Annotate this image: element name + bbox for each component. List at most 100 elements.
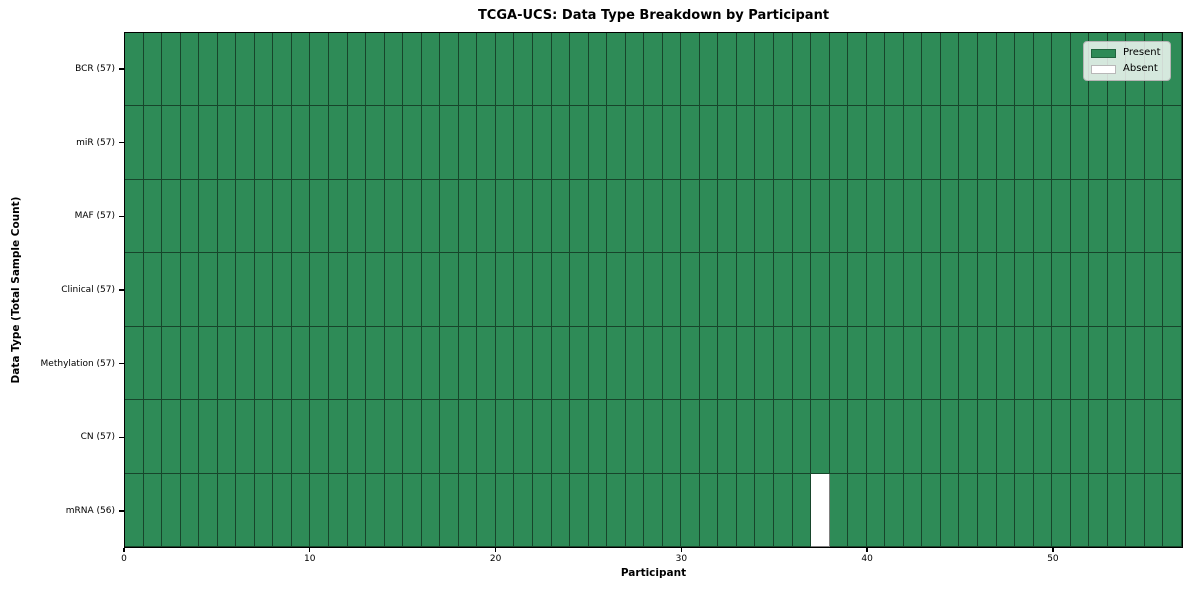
cell-CN-41 [885,400,904,474]
cell-CN-37 [811,400,830,474]
x-tick-label-40: 40 [861,554,873,564]
cell-mRNA-16 [421,473,441,547]
cell-mRNA-53 [1107,473,1127,547]
cell-Methylation-21 [514,326,533,401]
cell-CN-40 [866,400,886,474]
cell-CN-55 [1144,400,1164,474]
cell-Clinical-46 [978,253,997,327]
cell-Clinical-31 [699,253,719,327]
cell-CN-42 [903,400,923,474]
cell-Clinical-27 [625,253,645,327]
cell-Methylation-35 [774,326,793,401]
cell-CN-15 [403,400,422,474]
cell-Methylation-53 [1107,326,1127,401]
cell-BCR-23 [551,33,571,107]
cell-BCR-25 [588,33,608,107]
cell-MAF-44 [940,179,960,254]
present-swatch-icon [1091,48,1116,58]
cell-mRNA-10 [310,473,329,547]
cell-Methylation-7 [254,326,274,401]
cell-CN-14 [384,400,404,474]
cell-Clinical-43 [922,253,941,327]
cell-BCR-47 [996,33,1016,107]
cell-CN-35 [774,400,793,474]
cell-miR-34 [755,106,775,180]
y-tick-label-Clinical: Clinical (57) [61,285,115,295]
cell-CN-30 [681,400,700,474]
cell-MAF-30 [681,179,700,254]
cell-miR-46 [978,106,997,180]
cell-MAF-55 [1144,179,1164,254]
cell-BCR-39 [848,33,867,107]
cell-Methylation-4 [199,326,218,401]
cell-MAF-5 [217,179,237,254]
cell-Clinical-56 [1163,253,1182,327]
y-tick-mark [119,436,124,439]
cell-Clinical-1 [143,253,163,327]
cell-Clinical-40 [866,253,886,327]
cell-Clinical-0 [125,253,144,327]
cell-CN-16 [421,400,441,474]
cell-miR-36 [792,106,812,180]
cell-BCR-27 [625,33,645,107]
cell-CN-10 [310,400,329,474]
cell-miR-22 [532,106,552,180]
cell-miR-35 [774,106,793,180]
cell-miR-16 [421,106,441,180]
cell-mRNA-37 [811,473,830,547]
cell-BCR-35 [774,33,793,107]
cell-Methylation-6 [236,326,255,401]
cell-MAF-37 [811,179,830,254]
cell-miR-0 [125,106,144,180]
cell-MAF-39 [848,179,867,254]
cell-MAF-3 [180,179,200,254]
cell-MAF-47 [996,179,1016,254]
y-tick-label-miR: miR (57) [76,137,115,148]
cell-Methylation-38 [829,326,849,401]
cell-BCR-40 [866,33,886,107]
cell-BCR-2 [162,33,181,107]
cell-miR-15 [403,106,422,180]
cell-Methylation-24 [570,326,589,401]
x-tick-mark [123,548,125,552]
cell-MAF-7 [254,179,274,254]
x-tick-mark [680,548,683,552]
cell-Methylation-20 [495,326,515,401]
cell-CN-51 [1070,400,1090,474]
cell-mRNA-4 [199,473,218,547]
cell-BCR-22 [532,33,552,107]
cell-BCR-24 [570,33,589,107]
cell-Clinical-16 [421,253,441,327]
cell-Methylation-49 [1033,326,1053,401]
cell-BCR-34 [755,33,775,107]
cell-Clinical-20 [495,253,515,327]
cell-Methylation-1 [143,326,163,401]
y-tick-mark [119,289,124,291]
cell-miR-37 [811,106,830,180]
cell-mRNA-40 [866,473,886,547]
cell-Clinical-36 [792,253,812,327]
cell-BCR-28 [644,33,663,107]
cell-mRNA-31 [699,473,719,547]
cell-mRNA-32 [718,473,737,547]
cell-CN-44 [940,400,960,474]
cell-Clinical-12 [347,253,367,327]
cell-mRNA-46 [978,473,997,547]
cell-mRNA-48 [1015,473,1034,547]
cell-BCR-26 [607,33,626,107]
cell-BCR-8 [273,33,292,107]
cell-MAF-36 [792,179,812,254]
cell-mRNA-25 [588,473,608,547]
cell-Methylation-19 [477,326,496,401]
cell-CN-29 [662,400,682,474]
cell-CN-50 [1052,400,1071,474]
cell-Methylation-8 [273,326,292,401]
cell-Clinical-47 [996,253,1016,327]
cell-Clinical-51 [1070,253,1090,327]
cell-Clinical-8 [273,253,292,327]
cell-CN-39 [848,400,867,474]
cell-CN-53 [1107,400,1127,474]
cell-miR-40 [866,106,886,180]
cell-BCR-48 [1015,33,1034,107]
cell-CN-11 [328,400,348,474]
